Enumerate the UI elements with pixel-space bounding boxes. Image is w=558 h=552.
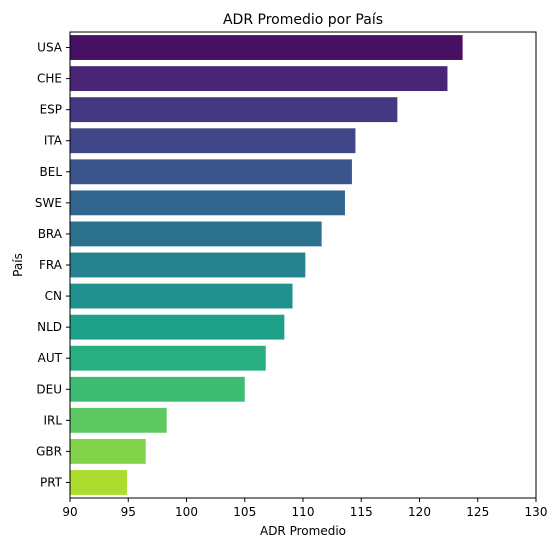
y-tick-label: USA	[37, 41, 63, 55]
y-tick-label: SWE	[35, 196, 62, 210]
y-tick-label: IRL	[43, 413, 62, 427]
x-tick-label: 105	[233, 505, 256, 519]
bar-irl	[70, 407, 167, 433]
y-tick-label: GBR	[36, 444, 62, 458]
bar-cn	[70, 283, 293, 309]
y-tick-label: BEL	[40, 165, 63, 179]
bar-prt	[70, 470, 128, 495]
y-tick-label: BRA	[38, 227, 63, 241]
bar-bra	[70, 221, 322, 247]
y-tick-label: DEU	[36, 382, 62, 396]
x-tick-label: 115	[350, 505, 373, 519]
bar-fra	[70, 252, 306, 278]
y-tick-label: FRA	[39, 258, 63, 272]
y-tick-label: AUT	[38, 351, 63, 365]
x-tick-label: 110	[292, 505, 315, 519]
bars-layer	[70, 35, 463, 495]
y-tick-label: CN	[45, 289, 62, 303]
bar-swe	[70, 190, 345, 216]
y-axis-ticks: USA CHE ESP ITA BEL SWE BRA FRA CN NLD AUT DEU IRL GB…	[35, 41, 70, 489]
x-axis-ticks: 90 95 100 105 110 115 120 125 130	[62, 498, 547, 519]
bar-deu	[70, 376, 245, 402]
x-axis-label: ADR Promedio	[260, 524, 346, 538]
bar-ita	[70, 128, 356, 154]
plot-frame	[69, 31, 537, 499]
y-tick-label: ESP	[40, 103, 62, 117]
bar-gbr	[70, 438, 146, 464]
x-tick-label: 95	[121, 505, 136, 519]
bar-aut	[70, 345, 266, 371]
x-tick-label: 125	[466, 505, 489, 519]
x-tick-label: 120	[408, 505, 431, 519]
y-tick-label: PRT	[40, 475, 63, 489]
y-tick-label: ITA	[44, 134, 63, 148]
bar-nld	[70, 314, 285, 340]
chart-title: ADR Promedio por País	[223, 12, 383, 28]
y-tick-label: NLD	[37, 320, 62, 334]
y-axis-label: País	[11, 253, 25, 277]
bar-che	[70, 66, 448, 92]
y-tick-label: CHE	[37, 72, 62, 86]
x-tick-label: 90	[62, 505, 77, 519]
x-tick-label: 130	[525, 505, 548, 519]
bar-bel	[70, 159, 352, 185]
bar-esp	[70, 97, 398, 123]
bar-usa	[70, 35, 463, 60]
x-tick-label: 100	[175, 505, 198, 519]
